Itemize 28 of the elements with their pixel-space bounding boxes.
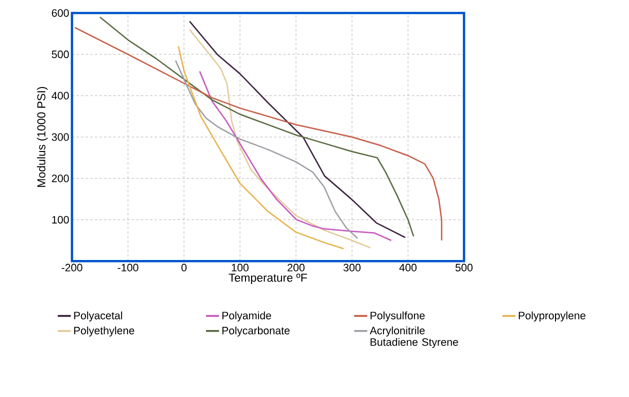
x-tick-label: -200 bbox=[62, 264, 82, 272]
x-tick-label: 200 bbox=[288, 264, 305, 272]
line-series bbox=[99, 16, 414, 237]
y-axis-title: Modulus (1000 PSI) bbox=[36, 86, 48, 187]
x-tick-label: 400 bbox=[399, 264, 417, 272]
y-tick-label: 300 bbox=[52, 133, 69, 141]
legend-label: Acrylonitrile Butadiene Styrene bbox=[370, 326, 458, 348]
legend-label: Polyethylene bbox=[74, 326, 134, 336]
y-tick-label: 200 bbox=[52, 174, 69, 182]
y-tick-label: 600 bbox=[52, 9, 69, 17]
x-tick-label: 500 bbox=[456, 264, 473, 272]
legend-label: Polyacetal bbox=[74, 311, 122, 322]
line-series bbox=[178, 45, 344, 250]
legend-label: Polypropylene bbox=[518, 311, 586, 322]
y-tick-label: 100 bbox=[52, 216, 69, 224]
line-series bbox=[188, 20, 406, 238]
x-tick-label: -100 bbox=[118, 264, 138, 272]
legend-label: Polysulfone bbox=[370, 311, 425, 322]
x-axis-title: Temperature ºF bbox=[228, 273, 307, 284]
y-tick-label: 400 bbox=[52, 92, 69, 100]
x-tick-label: 0 bbox=[181, 264, 187, 272]
legend-label: Polycarbonate bbox=[222, 326, 290, 336]
legend-label: Polyamide bbox=[222, 311, 272, 322]
line-series bbox=[198, 70, 392, 241]
y-tick-label: 500 bbox=[52, 50, 69, 58]
x-tick-label: 100 bbox=[232, 264, 249, 272]
x-tick-label: 300 bbox=[343, 264, 361, 272]
line-series bbox=[188, 28, 372, 248]
